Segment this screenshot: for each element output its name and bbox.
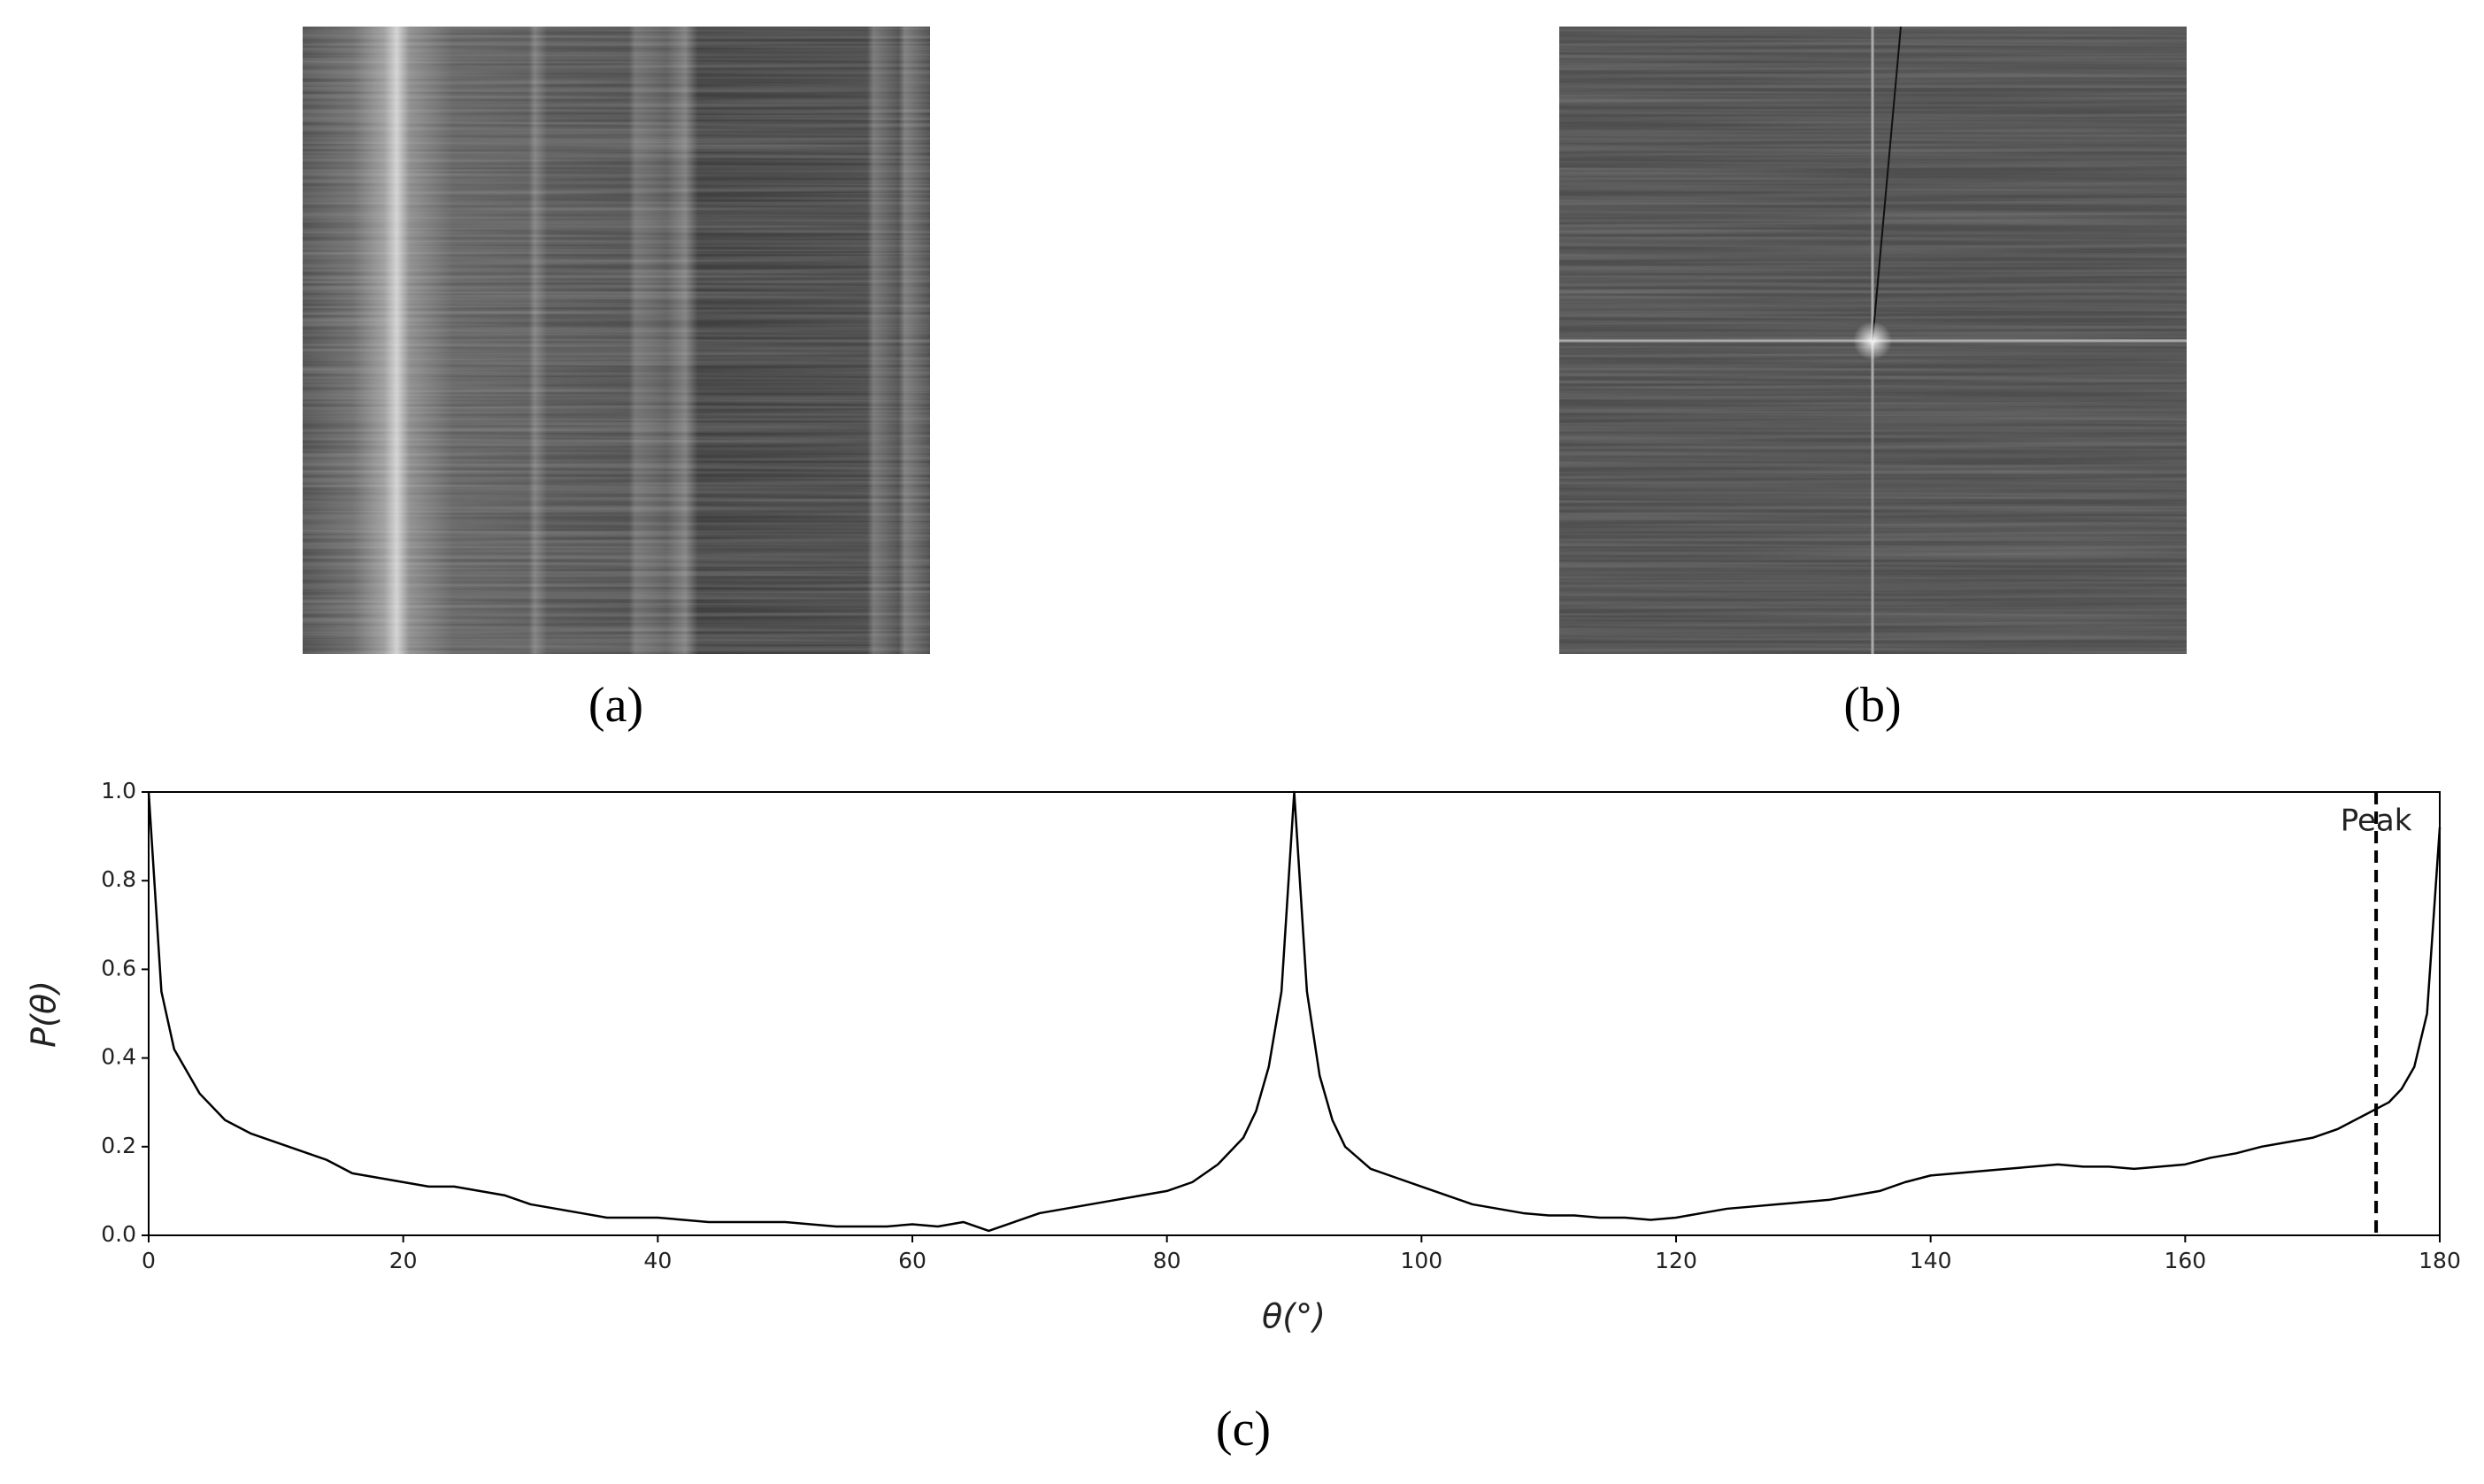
x-tick-label: 100	[1400, 1248, 1442, 1273]
plot-frame	[148, 791, 2441, 1236]
image-a	[303, 27, 930, 654]
x-tick-label: 60	[898, 1248, 927, 1273]
y-tick-label: 0.8	[101, 866, 136, 892]
panel-label: (a)	[588, 678, 643, 733]
data-line	[147, 790, 2442, 1233]
panel-label: (c)	[1216, 1402, 1271, 1457]
x-tick-label: 180	[2419, 1248, 2461, 1273]
y-tick-label: 1.0	[101, 778, 136, 804]
annotation: Peak	[2341, 804, 2412, 839]
image-b	[1559, 26, 2187, 654]
y-tick-label: 0.0	[101, 1221, 136, 1247]
x-axis-label: θ(°)	[1262, 1297, 1326, 1336]
x-tick-label: 160	[2164, 1248, 2206, 1273]
x-tick-label: 20	[389, 1248, 418, 1273]
y-tick-label: 0.2	[101, 1133, 136, 1158]
x-tick-label: 40	[643, 1248, 672, 1273]
panel-label: (b)	[1843, 678, 1901, 733]
x-tick-label: 140	[1910, 1248, 1952, 1273]
y-axis-label: P(θ)	[25, 980, 64, 1048]
y-tick-label: 0.6	[101, 955, 136, 980]
x-tick-label: 120	[1655, 1248, 1697, 1273]
y-tick-label: 0.4	[101, 1044, 136, 1070]
x-tick-label: 0	[142, 1248, 156, 1273]
x-tick-label: 80	[1153, 1248, 1181, 1273]
